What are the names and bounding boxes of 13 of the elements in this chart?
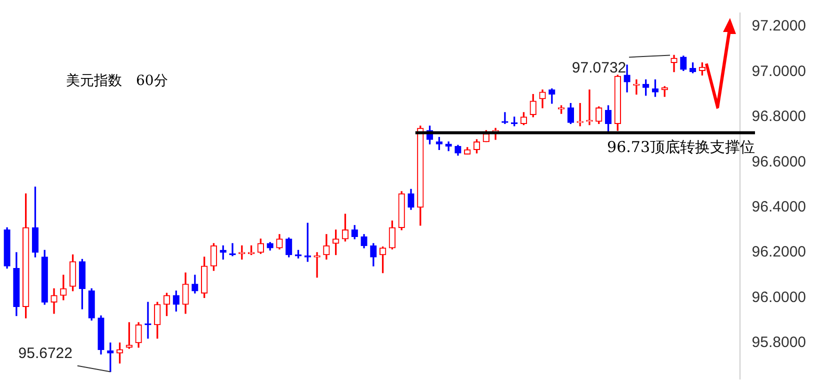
y-tick-label: 97.2000 xyxy=(752,18,806,35)
y-tick-label: 96.4000 xyxy=(752,198,806,216)
candlestick xyxy=(502,112,508,124)
annotation: 97.0732 xyxy=(572,59,626,76)
candlestick xyxy=(624,64,630,92)
candlestick xyxy=(314,252,320,278)
text: 美元指数 60分 xyxy=(66,72,168,90)
y-tick-label: 96.0000 xyxy=(752,288,806,306)
y-tick-label: 95.8000 xyxy=(752,334,806,351)
annotation: 95.6722 xyxy=(18,344,72,362)
y-tick-label: 96.2000 xyxy=(752,244,806,261)
y-tick-label: 97.0000 xyxy=(752,62,806,80)
y-tick-label: 96.8000 xyxy=(752,108,806,126)
